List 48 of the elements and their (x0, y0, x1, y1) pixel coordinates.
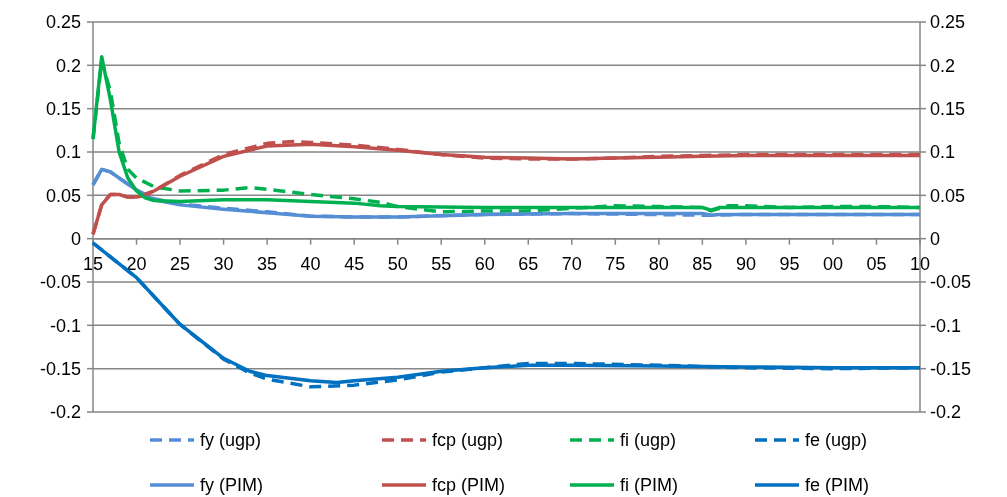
x-tick-label: 70 (561, 253, 582, 274)
y2-tick-label: -0.2 (930, 402, 962, 423)
y-tick-label: -0.15 (39, 358, 81, 379)
y-tick-label: 0.05 (45, 185, 81, 206)
y-tick-label: 0.25 (45, 12, 81, 33)
x-tick-label: 20 (126, 253, 147, 274)
x-tick-label: 90 (735, 253, 756, 274)
x-tick-label: 65 (518, 253, 539, 274)
x-tick-label: 05 (866, 253, 887, 274)
legend-label: fi (PIM) (620, 475, 678, 496)
y2-tick-label: 0.05 (930, 185, 966, 206)
y-tick-label: 0.1 (55, 142, 81, 163)
y2-tick-label: 0.25 (930, 12, 966, 33)
y-tick-label: -0.2 (49, 402, 81, 423)
y2-tick-label: -0.15 (930, 358, 972, 379)
x-tick-label: 80 (648, 253, 669, 274)
x-tick-label: 35 (257, 253, 278, 274)
x-tick-label: 50 (387, 253, 408, 274)
x-tick-label: 30 (213, 253, 234, 274)
x-tick-label: 40 (300, 253, 321, 274)
x-tick-label: 60 (474, 253, 495, 274)
x-tick-label: 85 (692, 253, 713, 274)
legend-label: fy (ugp) (200, 430, 262, 451)
y2-tick-label: -0.05 (930, 272, 972, 293)
x-tick-label: 25 (170, 253, 191, 274)
y-tick-label: 0.15 (45, 98, 81, 119)
y2-tick-label: 0.15 (930, 98, 966, 119)
legend-label: fy (PIM) (200, 475, 263, 496)
x-tick-label: 00 (822, 253, 843, 274)
legend-label: fcp (ugp) (432, 430, 504, 451)
y2-tick-label: 0 (930, 228, 941, 249)
x-tick-label: 95 (779, 253, 800, 274)
legend-label: fe (ugp) (805, 430, 868, 451)
y2-tick-label: 0.2 (930, 55, 956, 76)
y2-tick-label: -0.1 (930, 315, 962, 336)
y-tick-label: -0.1 (49, 315, 81, 336)
y-tick-label: 0.2 (55, 55, 81, 76)
x-tick-label: 15 (82, 253, 104, 274)
legend-label: fi (ugp) (620, 430, 677, 451)
x-tick-label: 10 (909, 253, 931, 274)
x-tick-label: 55 (431, 253, 452, 274)
legend-label: fcp (PIM) (432, 475, 506, 496)
legend-label: fe (PIM) (805, 475, 870, 496)
y2-tick-label: 0.1 (930, 142, 956, 163)
y-tick-label: 0 (70, 228, 81, 249)
x-tick-label: 75 (605, 253, 626, 274)
x-tick-label: 45 (344, 253, 365, 274)
y-tick-label: -0.05 (39, 272, 81, 293)
